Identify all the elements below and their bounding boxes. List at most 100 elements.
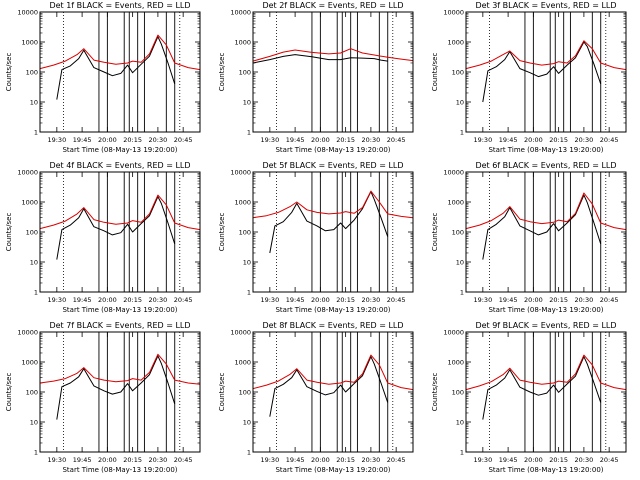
y-axis-label: Counts/sec [5,213,13,252]
x-tick-label: 19:45 [286,136,305,144]
lld-series-line [39,194,201,231]
x-axis-label: Start Time (08-May-13 19:20:00) [275,146,390,154]
y-tick-label: 10 [243,259,251,267]
x-tick-label: 20:15 [123,136,142,144]
y-tick-label: 100 [239,69,251,77]
x-tick-label: 19:30 [473,296,492,304]
x-tick-label: 20:00 [98,296,117,304]
y-tick-label: 10000 [230,329,251,337]
lld-series-line [252,190,414,219]
lld-series-line [39,34,201,71]
events-series-line [482,194,602,260]
events-series-line [482,41,602,103]
chart-title: Det 2f BLACK = Events, RED = LLD [262,1,403,10]
y-tick-label: 100 [239,389,251,397]
x-tick-label: 20:30 [362,296,381,304]
y-axis-label: Counts/sec [431,53,439,92]
x-tick-label: 19:30 [47,456,66,464]
plot-frame [39,171,201,293]
chart-title: Det 1f BLACK = Events, RED = LLD [49,1,190,10]
x-tick-label: 19:45 [499,296,518,304]
chart-panel-4: Det 4f BLACK = Events, RED = LLD Counts/s… [5,161,201,314]
x-tick-label: 20:45 [387,456,406,464]
x-tick-label: 19:30 [47,136,66,144]
x-tick-label: 20:45 [600,136,619,144]
plot-frame [465,331,627,453]
chart-panel-8: Det 8f BLACK = Events, RED = LLD Counts/s… [218,321,414,474]
y-tick-label: 1 [34,289,38,297]
x-tick-label: 20:45 [174,136,193,144]
x-axis-label: Start Time (08-May-13 19:20:00) [62,306,177,314]
events-series-line [56,196,176,260]
x-tick-label: 20:45 [600,456,619,464]
x-tick-label: 19:45 [499,136,518,144]
x-tick-label: 20:45 [387,136,406,144]
x-tick-label: 20:00 [311,296,330,304]
y-tick-label: 1000 [21,359,38,367]
x-axis-label: Start Time (08-May-13 19:20:00) [488,306,603,314]
y-axis-label: Counts/sec [431,213,439,252]
x-tick-label: 20:15 [549,456,568,464]
y-tick-label: 1 [247,129,251,137]
y-tick-label: 1000 [234,39,251,47]
plot-frame [465,171,627,293]
x-tick-label: 20:15 [336,136,355,144]
y-tick-label: 10 [456,99,464,107]
y-tick-label: 1 [460,129,464,137]
x-tick-label: 20:15 [123,296,142,304]
x-tick-label: 20:00 [524,136,543,144]
chart-title: Det 3f BLACK = Events, RED = LLD [475,1,616,10]
y-tick-label: 10000 [17,329,38,337]
x-tick-label: 19:30 [473,456,492,464]
y-axis-label: Counts/sec [5,53,13,92]
x-tick-label: 20:30 [575,136,594,144]
x-axis-label: Start Time (08-May-13 19:20:00) [62,146,177,154]
lld-series-line [465,40,627,71]
y-tick-label: 100 [452,389,464,397]
x-tick-label: 20:00 [311,136,330,144]
y-tick-label: 1 [247,449,251,457]
chart-panel-3: Det 3f BLACK = Events, RED = LLD Counts/s… [431,1,627,154]
chart-panel-6: Det 6f BLACK = Events, RED = LLD Counts/s… [431,161,627,314]
x-tick-label: 19:45 [73,456,92,464]
y-tick-label: 10 [30,99,38,107]
y-tick-label: 1000 [447,199,464,207]
x-axis-label: Start Time (08-May-13 19:20:00) [488,466,603,474]
y-tick-label: 10000 [443,169,464,177]
y-axis-label: Counts/sec [5,373,13,412]
y-tick-label: 1 [460,289,464,297]
chart-title: Det 7f BLACK = Events, RED = LLD [49,321,190,330]
chart-title: Det 6f BLACK = Events, RED = LLD [475,161,616,170]
x-tick-label: 19:30 [260,296,279,304]
x-tick-label: 20:30 [362,456,381,464]
chart-title: Det 8f BLACK = Events, RED = LLD [262,321,403,330]
y-axis-label: Counts/sec [218,53,226,92]
y-tick-label: 10000 [443,9,464,17]
x-tick-label: 20:45 [174,456,193,464]
plot-frame [465,11,627,133]
x-tick-label: 20:00 [524,456,543,464]
y-tick-label: 10000 [17,169,38,177]
x-tick-label: 20:00 [524,296,543,304]
plot-frame [252,331,414,453]
x-axis-label: Start Time (08-May-13 19:20:00) [488,146,603,154]
x-tick-label: 20:15 [549,296,568,304]
chart-panel-9: Det 9f BLACK = Events, RED = LLD Counts/s… [431,321,627,474]
x-tick-label: 20:30 [362,136,381,144]
y-tick-label: 1000 [447,39,464,47]
events-series-line [56,36,176,100]
x-axis-label: Start Time (08-May-13 19:20:00) [62,466,177,474]
x-tick-label: 19:45 [73,296,92,304]
lld-series-line [39,353,201,385]
y-tick-label: 100 [239,229,251,237]
y-tick-label: 100 [26,389,38,397]
x-tick-label: 20:00 [98,136,117,144]
plot-frame [252,11,414,133]
events-series-line [482,356,602,420]
y-tick-label: 1000 [234,359,251,367]
lld-series-line [465,354,627,391]
x-tick-label: 20:30 [149,296,168,304]
lld-series-line [252,48,414,62]
y-tick-label: 1000 [21,39,38,47]
x-tick-label: 20:15 [336,296,355,304]
